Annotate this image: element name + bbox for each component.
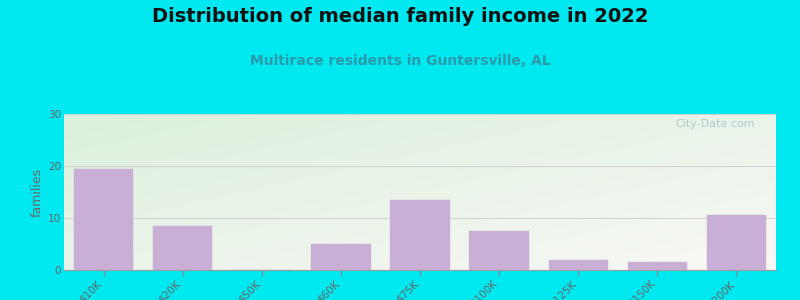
Bar: [549, 260, 608, 270]
Y-axis label: families: families: [31, 167, 44, 217]
Bar: [153, 226, 212, 270]
Text: City-Data.com: City-Data.com: [675, 119, 754, 129]
Bar: [74, 169, 134, 270]
Text: Distribution of median family income in 2022: Distribution of median family income in …: [152, 8, 648, 26]
Bar: [706, 215, 766, 270]
Bar: [311, 244, 370, 270]
Bar: [470, 231, 529, 270]
Bar: [628, 262, 687, 270]
Text: Multirace residents in Guntersville, AL: Multirace residents in Guntersville, AL: [250, 54, 550, 68]
Bar: [390, 200, 450, 270]
